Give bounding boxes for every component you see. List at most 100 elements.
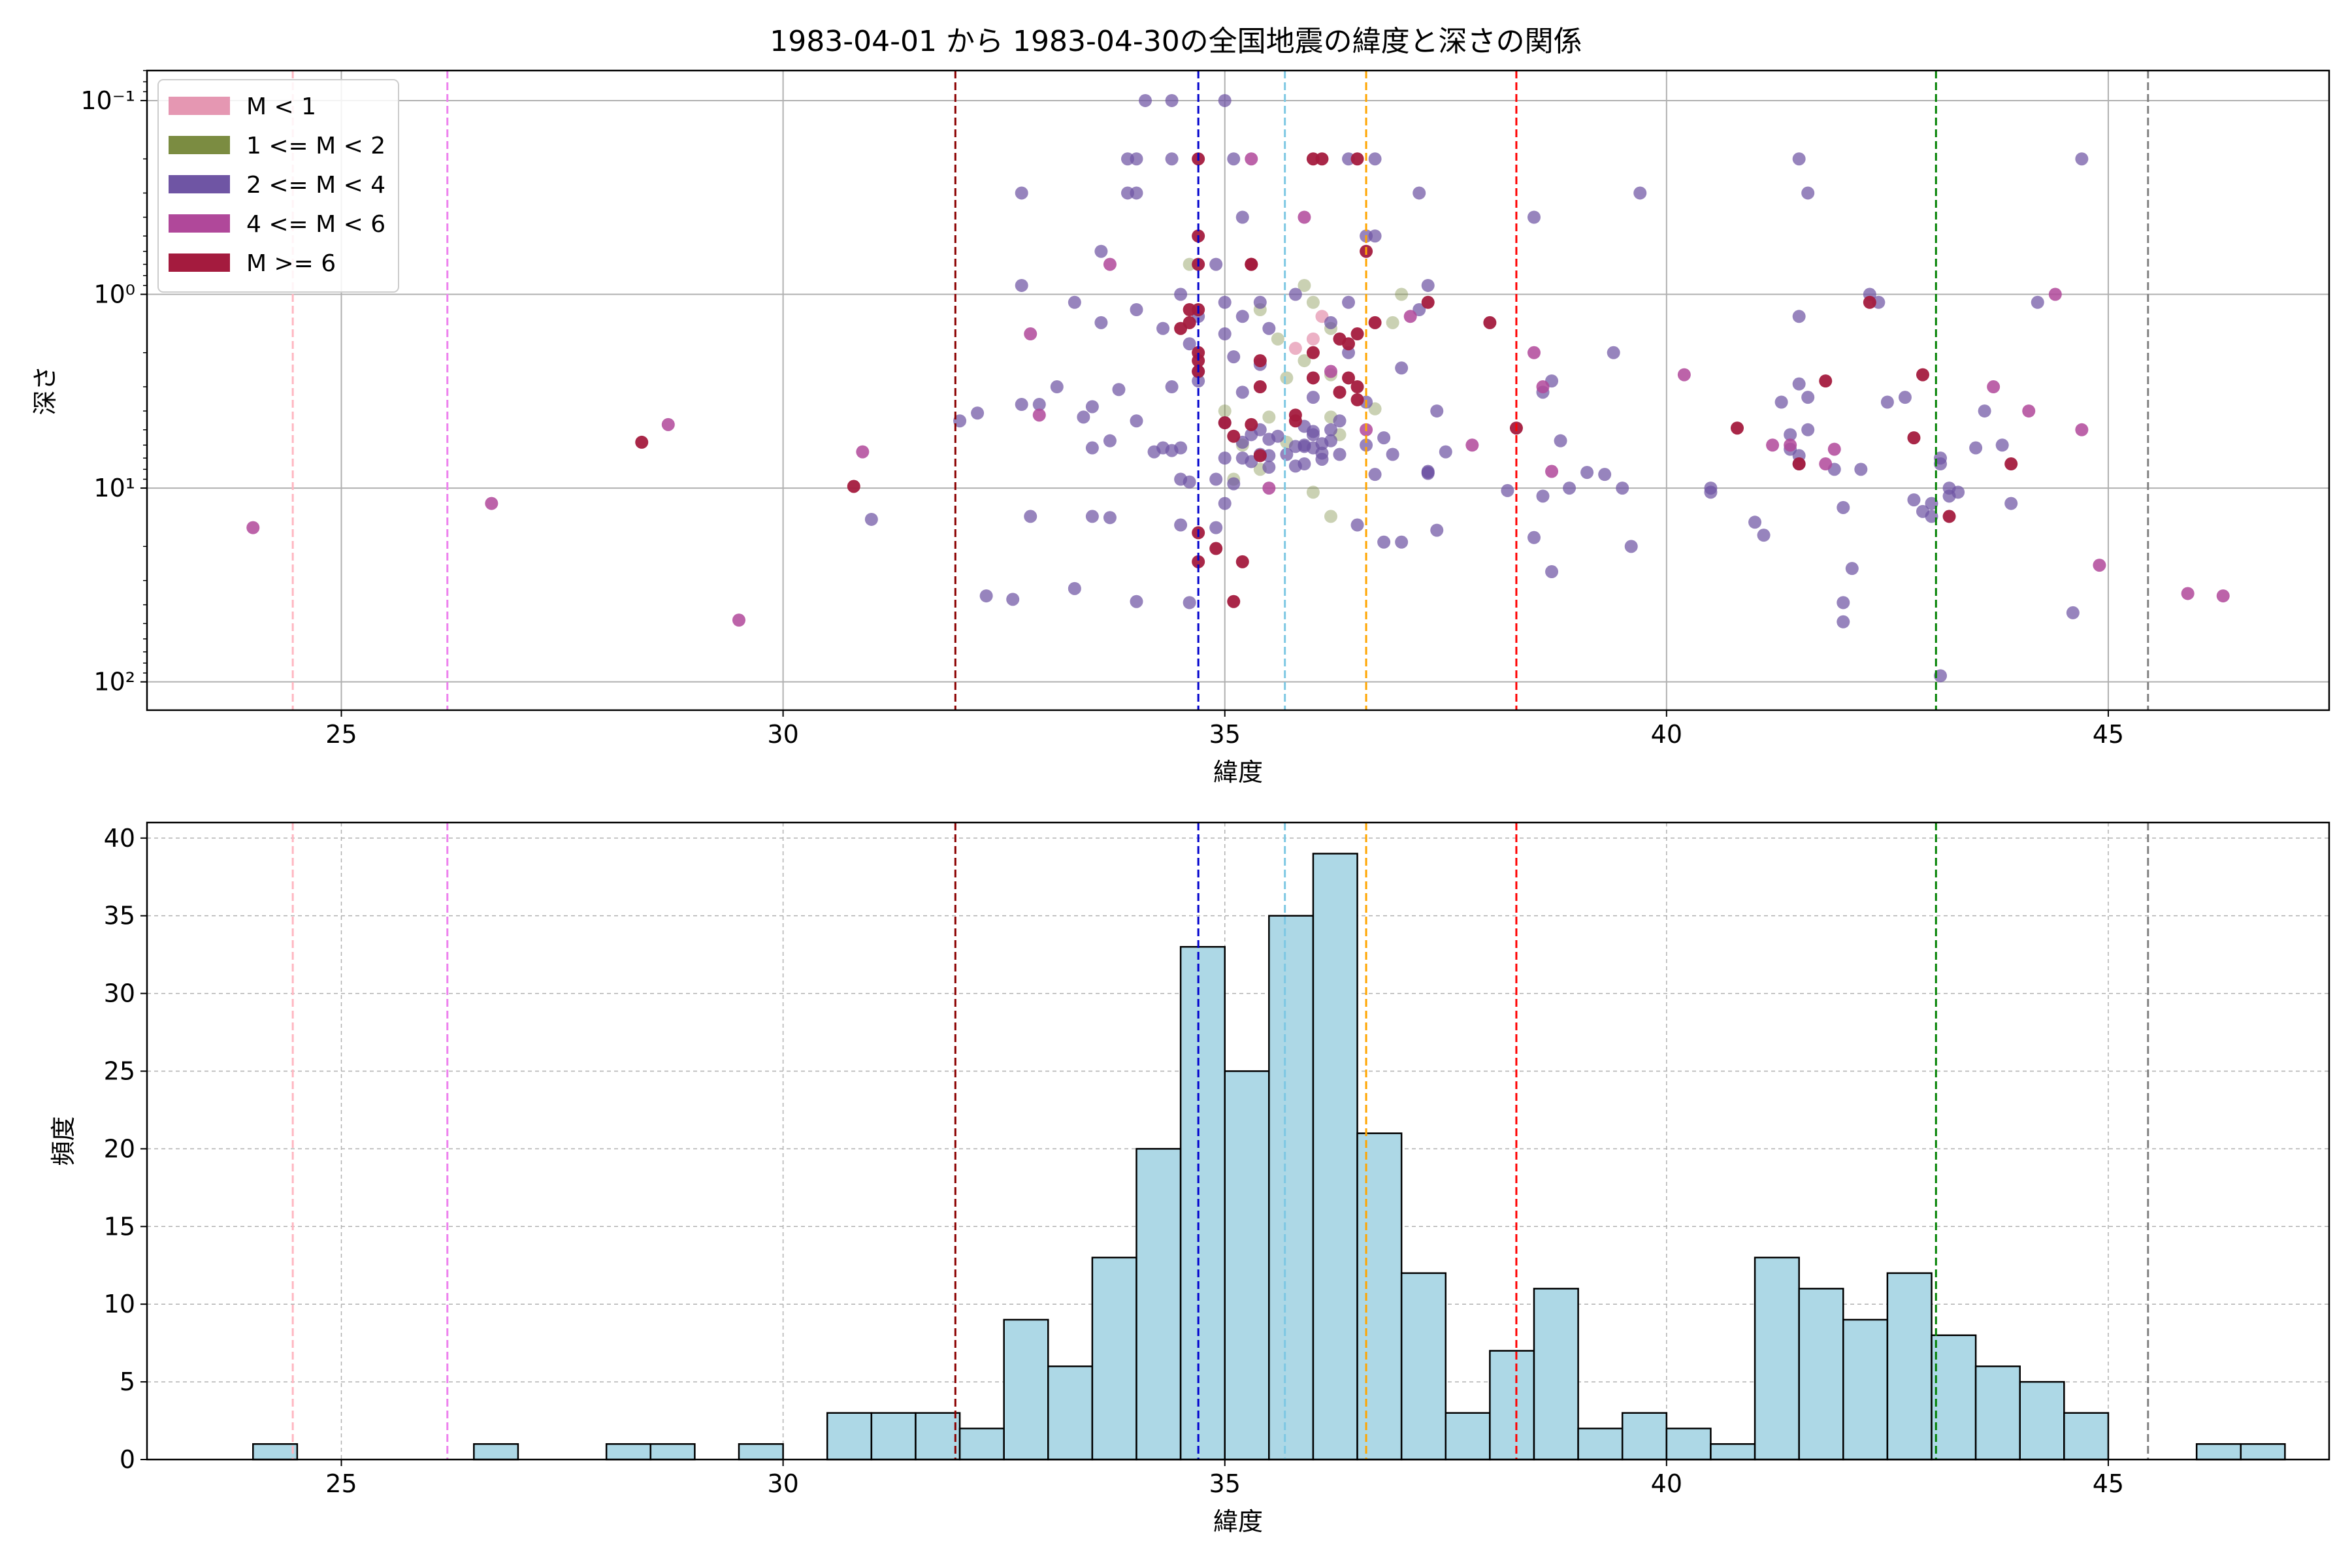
scatter-point — [1227, 350, 1241, 364]
scatter-x-tick-label: 45 — [2093, 720, 2124, 749]
scatter-point — [1015, 398, 1028, 412]
scatter-point — [1130, 152, 1143, 166]
scatter-point — [1306, 485, 1320, 499]
scatter-point — [1306, 425, 1320, 438]
scatter-point — [1916, 504, 1929, 518]
histogram-bar — [738, 1443, 784, 1461]
histogram-y-tick-label: 30 — [104, 979, 135, 1008]
scatter-x-tick-label: 30 — [767, 720, 798, 749]
scatter-point — [1995, 438, 2009, 452]
scatter-point — [1165, 93, 1179, 107]
scatter-y-tick-label: 10¹ — [93, 474, 135, 502]
scatter-point — [485, 497, 498, 510]
scatter-point — [1209, 521, 1223, 534]
legend-swatch — [169, 97, 230, 115]
histogram-y-tick-label: 20 — [104, 1134, 135, 1163]
histogram-x-tick-label: 25 — [325, 1469, 357, 1498]
histogram-y-tick-label: 15 — [104, 1212, 135, 1241]
scatter-point — [1907, 493, 1921, 507]
scatter-point — [1421, 465, 1435, 478]
scatter-point — [1792, 310, 1806, 323]
scatter-point — [1050, 380, 1064, 394]
scatter-point — [1368, 468, 1382, 482]
scatter-point — [1165, 152, 1179, 166]
histogram-bar — [1621, 1412, 1668, 1461]
scatter-point — [1784, 438, 1797, 452]
scatter-point — [1156, 321, 1170, 335]
scatter-point — [1324, 365, 1337, 378]
scatter-point — [1368, 152, 1382, 166]
scatter-point — [953, 414, 967, 428]
legend-label: 4 <= M < 6 — [246, 211, 385, 238]
scatter-point — [1774, 395, 1788, 409]
scatter-point — [1103, 511, 1117, 525]
figure-title: 1983-04-01 から 1983-04-30の全国地震の緯度と深さの関係 — [770, 25, 1582, 58]
scatter-point — [1280, 448, 1294, 461]
scatter-point — [1306, 391, 1320, 404]
scatter-point — [1227, 477, 1241, 491]
scatter-point — [1130, 302, 1143, 316]
scatter-point — [1413, 186, 1426, 200]
scatter-point — [1342, 371, 1356, 385]
scatter-x-tick-label: 40 — [1651, 720, 1682, 749]
scatter-point — [864, 512, 878, 526]
histogram-x-tick-label: 40 — [1651, 1469, 1682, 1498]
scatter-point — [1103, 434, 1117, 448]
scatter-point — [971, 406, 985, 420]
scatter-point — [1527, 531, 1541, 544]
scatter-point — [1298, 210, 1311, 224]
scatter-point — [1748, 515, 1762, 529]
scatter-point — [1527, 210, 1541, 224]
legend-label: M >= 6 — [246, 250, 336, 277]
scatter-point — [1085, 510, 1099, 523]
scatter-point — [1209, 542, 1223, 555]
histogram-bar — [1135, 1148, 1182, 1461]
scatter-point — [1545, 565, 1559, 579]
scatter-point — [1077, 410, 1090, 424]
histogram-bars — [252, 853, 2286, 1461]
scatter-point — [2022, 404, 2036, 418]
scatter-point — [1395, 361, 1409, 375]
scatter-point — [2216, 589, 2230, 603]
scatter-point — [1015, 278, 1028, 292]
scatter-point — [1942, 510, 1956, 523]
histogram-bar — [1798, 1288, 1844, 1461]
scatter-point — [1987, 380, 2001, 394]
scatter-point — [1350, 327, 1364, 341]
scatter-point — [1898, 391, 1912, 404]
scatter-x-tick-label: 25 — [325, 720, 357, 749]
scatter-point — [1306, 332, 1320, 346]
scatter-point — [1731, 421, 1744, 435]
scatter-point — [2048, 287, 2062, 301]
histogram-y-tick-label: 0 — [120, 1445, 135, 1474]
histogram-bar — [826, 1412, 873, 1461]
histogram-bar — [252, 1443, 299, 1461]
scatter-point — [1386, 316, 1399, 329]
scatter-point — [1024, 327, 1037, 341]
scatter-point — [1298, 278, 1311, 292]
scatter-point — [1465, 438, 1479, 452]
scatter-point — [635, 435, 649, 449]
histogram-bar — [649, 1443, 696, 1461]
scatter-point — [1757, 529, 1771, 542]
scatter-point — [1545, 465, 1559, 478]
scatter-point — [2181, 587, 2195, 600]
scatter-point — [1969, 441, 1983, 455]
scatter-point — [1209, 257, 1223, 271]
scatter-point — [1554, 434, 1567, 448]
scatter-point — [732, 613, 745, 627]
histogram-panel: 25 30 35 40 45 0 5 10 15 20 25 30 35 40 緯度 頻度 — [49, 821, 2330, 1536]
histogram-bar — [1489, 1350, 1535, 1461]
scatter-point — [1280, 371, 1294, 385]
scatter-x-axis-label: 緯度 — [1213, 758, 1263, 787]
scatter-point — [1218, 451, 1232, 465]
scatter-point — [1015, 186, 1028, 200]
histogram-bar — [1931, 1334, 1977, 1461]
scatter-point — [1350, 380, 1364, 394]
scatter-point — [1288, 287, 1302, 301]
scatter-point — [1271, 429, 1284, 443]
histogram-bar — [1268, 915, 1315, 1461]
scatter-y-tick-label: 10² — [93, 668, 135, 696]
scatter-point — [1245, 152, 1258, 166]
